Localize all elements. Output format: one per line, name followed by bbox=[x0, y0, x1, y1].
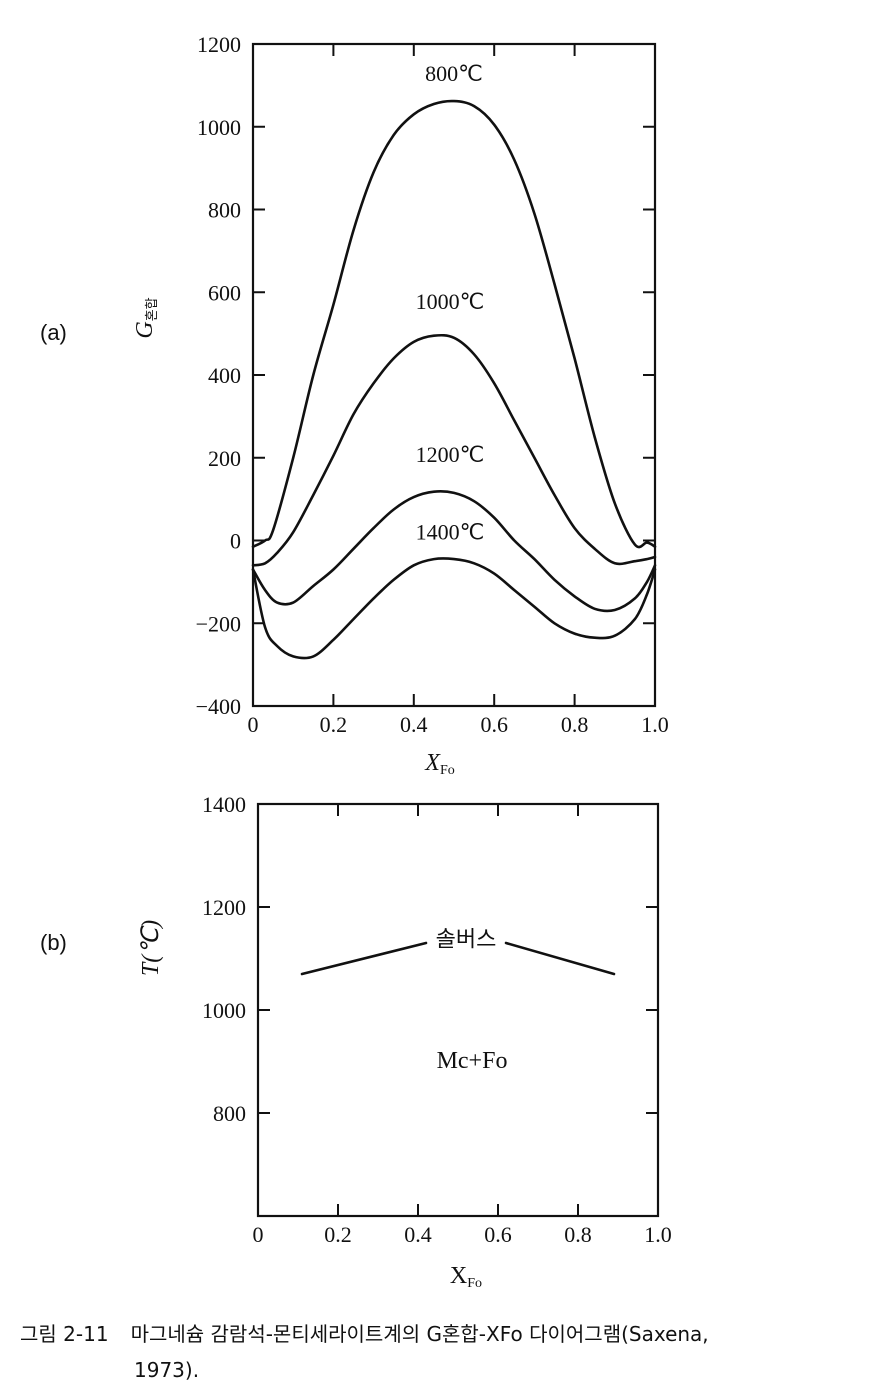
panel-b-frame bbox=[256, 802, 660, 1218]
x-tick-label: 0.4 bbox=[400, 712, 428, 737]
y-tick-label: 0 bbox=[230, 529, 241, 554]
x-tick-label: 0.4 bbox=[404, 1222, 432, 1247]
panel-a-label: (a) bbox=[40, 320, 67, 345]
series-line bbox=[300, 941, 616, 976]
panel-b-y-ticks: 1400 1200 1000 800 bbox=[202, 792, 658, 1217]
series-label: 1400℃ bbox=[416, 520, 485, 545]
series-label: 1000℃ bbox=[416, 289, 485, 314]
x-tick-label: 0 bbox=[248, 712, 259, 737]
panel-b-label: (b) bbox=[40, 930, 67, 955]
series-label: 1200℃ bbox=[416, 442, 485, 467]
panel-b-chart: 1400 1200 1000 800 0 0.2 0.4 0.6 0.8 1.0 솔버스 Mc+… bbox=[138, 792, 672, 1291]
y-tick-label: −400 bbox=[196, 694, 241, 719]
panel-a-chart: 1200 1000 800 600 400 200 0 −200 −400 0 0.2 0.4 0.6… bbox=[132, 32, 669, 778]
panel-a-series: 800℃ 1000℃ 1200℃ 1400℃ bbox=[251, 61, 657, 660]
y-tick-label: 400 bbox=[208, 363, 241, 388]
y-tick-label: 800 bbox=[213, 1101, 246, 1126]
x-tick-label: 0.2 bbox=[320, 712, 348, 737]
series-label: 솔버스 bbox=[436, 927, 497, 952]
svg-text:G혼합: G혼합 bbox=[132, 297, 159, 338]
figure-caption: 그림 2-11 마그네슘 감람석-몬티세라이트계의 G혼합-XFo 다이어그램(S… bbox=[10, 1316, 880, 1388]
series-label: 800℃ bbox=[425, 61, 483, 86]
y-tick-label: 1000 bbox=[197, 115, 241, 140]
series-line bbox=[251, 333, 657, 567]
y-tick-label: 600 bbox=[208, 280, 241, 305]
panel-a-y-ticks: 1200 1000 800 600 400 200 0 −200 −400 bbox=[196, 32, 655, 719]
series-line bbox=[251, 99, 657, 549]
y-tick-label: 1400 bbox=[202, 792, 246, 817]
panel-b-x-axis-title: XFo bbox=[450, 1263, 482, 1291]
x-tick-label: 0.8 bbox=[564, 1222, 592, 1247]
x-tick-label: 0 bbox=[253, 1222, 264, 1247]
x-tick-label: 1.0 bbox=[641, 712, 669, 737]
caption-number: 그림 2-11 bbox=[20, 1322, 109, 1346]
x-tick-label: 0.2 bbox=[324, 1222, 352, 1247]
series-line bbox=[251, 557, 657, 660]
x-tick-label: 0.6 bbox=[480, 712, 508, 737]
panel-a-x-axis-title: XFo bbox=[424, 750, 454, 778]
y-tick-label: −200 bbox=[196, 611, 241, 636]
panel-b-series: 솔버스 bbox=[300, 927, 616, 976]
series-line bbox=[251, 490, 657, 613]
region-label-mc-fo: Mc+Fo bbox=[437, 1048, 508, 1074]
y-tick-label: 1000 bbox=[202, 998, 246, 1023]
y-tick-label: 800 bbox=[208, 198, 241, 223]
panel-a-y-axis-title: G혼합 bbox=[132, 297, 159, 338]
panel-a-x-ticks: 0 0.2 0.4 0.6 0.8 1.0 bbox=[248, 44, 669, 737]
svg-text:T(℃): T(℃) bbox=[138, 920, 164, 976]
caption-text-line2: 1973). bbox=[134, 1358, 200, 1382]
y-tick-label: 1200 bbox=[202, 895, 246, 920]
x-tick-label: 0.6 bbox=[484, 1222, 512, 1247]
panel-b-y-axis-title: T(℃) bbox=[138, 920, 164, 976]
y-tick-label: 1200 bbox=[197, 32, 241, 57]
x-tick-label: 1.0 bbox=[644, 1222, 672, 1247]
x-tick-label: 0.8 bbox=[561, 712, 589, 737]
y-tick-label: 200 bbox=[208, 446, 241, 471]
caption-text: 마그네슘 감람석-몬티세라이트계의 G혼합-XFo 다이어그램(Saxena, bbox=[130, 1322, 709, 1346]
panel-b-x-ticks: 0 0.2 0.4 0.6 0.8 1.0 bbox=[253, 804, 672, 1247]
